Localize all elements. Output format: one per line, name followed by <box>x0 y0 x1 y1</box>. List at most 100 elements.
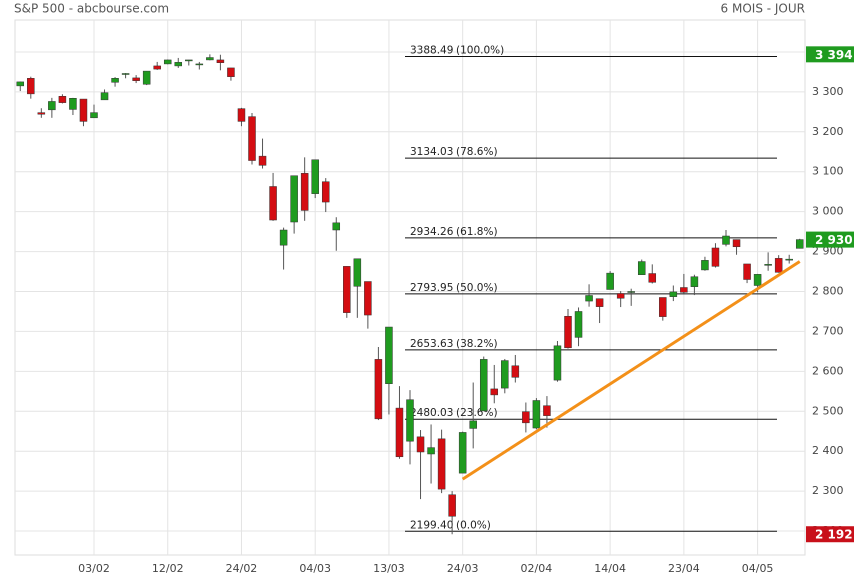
candle-body <box>722 235 730 245</box>
candle-body <box>753 274 762 286</box>
candle-body <box>406 399 414 442</box>
candle-body <box>216 59 225 63</box>
candle-body <box>522 411 530 424</box>
y-tick-label: 2 300 <box>812 484 844 497</box>
candle-body <box>343 266 351 313</box>
candle-body <box>458 432 467 474</box>
candle-body <box>543 405 551 416</box>
candle-body <box>111 78 119 83</box>
fib-value: 2793.95 <box>410 282 453 294</box>
candle-body <box>479 359 488 412</box>
fib-percent: (23.6%) <box>456 407 498 419</box>
x-tick-label: 24/03 <box>447 562 479 575</box>
candle-body <box>353 258 362 287</box>
candle-body <box>395 407 404 458</box>
y-tick-label: 2 700 <box>812 324 844 337</box>
candle-body <box>195 63 204 66</box>
candle-body <box>437 438 446 490</box>
candle-body <box>258 155 267 166</box>
candle-body <box>311 159 319 194</box>
candle-body <box>469 420 477 429</box>
candle-body <box>743 263 751 280</box>
price-tag-label: 2 192 <box>815 528 853 542</box>
fib-percent: (61.8%) <box>456 226 498 238</box>
candle-body <box>627 291 635 293</box>
candle-body <box>100 92 109 101</box>
candle-body <box>248 116 256 161</box>
fib-value: 3388.49 <box>410 45 453 57</box>
x-tick-label: 13/03 <box>373 562 405 575</box>
candle-body <box>553 345 562 381</box>
x-tick-label: 23/04 <box>668 562 700 575</box>
x-tick-label: 03/02 <box>78 562 110 575</box>
candle-body <box>427 447 435 455</box>
candle-body <box>48 101 56 111</box>
candle-body <box>680 287 688 293</box>
fib-percent: (0.0%) <box>456 519 491 531</box>
candle-body <box>237 108 246 122</box>
candle-body <box>58 96 67 103</box>
candle-body <box>185 59 193 62</box>
trend-line <box>461 260 801 481</box>
y-tick-label: 2 600 <box>812 364 844 377</box>
candle-body <box>69 98 77 110</box>
candle-body <box>385 326 393 384</box>
candle-body <box>79 98 88 122</box>
candle-body <box>616 293 625 299</box>
candle-body <box>16 81 25 87</box>
candle-body <box>574 311 583 338</box>
candle-body <box>648 273 657 283</box>
candle-body <box>132 77 140 81</box>
candle-body <box>279 229 288 246</box>
fib-value: 3134.03 <box>410 146 453 158</box>
candle-body <box>785 258 793 261</box>
candle-body <box>501 360 509 389</box>
candle-body <box>732 239 741 248</box>
candle-body <box>90 112 98 119</box>
candle-body <box>163 59 172 65</box>
x-tick-label: 24/02 <box>226 562 258 575</box>
candle-body <box>332 222 341 231</box>
price-tag <box>806 231 854 248</box>
candle-body <box>511 365 520 378</box>
candle-body <box>585 295 593 302</box>
fib-value: 2199.40 <box>410 519 453 531</box>
x-tick-label: 14/04 <box>594 562 626 575</box>
candle-body <box>490 388 499 396</box>
y-tick-label: 3 300 <box>812 85 844 98</box>
candle-body <box>153 65 161 70</box>
candle-body <box>711 247 720 267</box>
fib-percent: (100.0%) <box>456 45 504 57</box>
candle-body <box>37 112 46 115</box>
candle-body <box>795 239 804 249</box>
candle-body <box>416 436 425 453</box>
y-tick-label: 2 800 <box>812 284 844 297</box>
candle-body <box>121 73 130 75</box>
candle-body <box>321 181 330 203</box>
x-tick-label: 04/05 <box>742 562 774 575</box>
candle-body <box>174 62 183 67</box>
candle-body <box>606 272 614 290</box>
plot-frame <box>14 19 806 556</box>
candle-body <box>206 57 214 61</box>
x-tick-label: 02/04 <box>521 562 553 575</box>
fib-percent: (78.6%) <box>456 146 498 158</box>
candle-body <box>637 261 646 275</box>
fib-percent: (50.0%) <box>456 282 498 294</box>
fib-value: 2934.26 <box>410 226 454 238</box>
candle-body <box>300 173 309 211</box>
candle-body <box>27 78 35 95</box>
price-tag <box>806 526 854 543</box>
candle-body <box>448 494 456 517</box>
candle-body <box>227 67 235 77</box>
candle-body <box>659 297 667 317</box>
y-tick-label: 3 200 <box>812 125 844 138</box>
candle-body <box>374 359 383 420</box>
candle-body <box>290 175 298 223</box>
candle-body <box>364 281 372 316</box>
fib-value: 2480.03 <box>410 407 453 419</box>
y-tick-label: 2 900 <box>812 245 844 258</box>
chart-title: S&P 500 - abcbourse.com <box>14 2 169 16</box>
price-tag <box>806 46 854 63</box>
